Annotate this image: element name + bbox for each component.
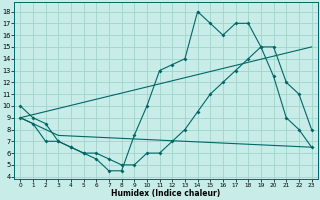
X-axis label: Humidex (Indice chaleur): Humidex (Indice chaleur) xyxy=(111,189,220,198)
